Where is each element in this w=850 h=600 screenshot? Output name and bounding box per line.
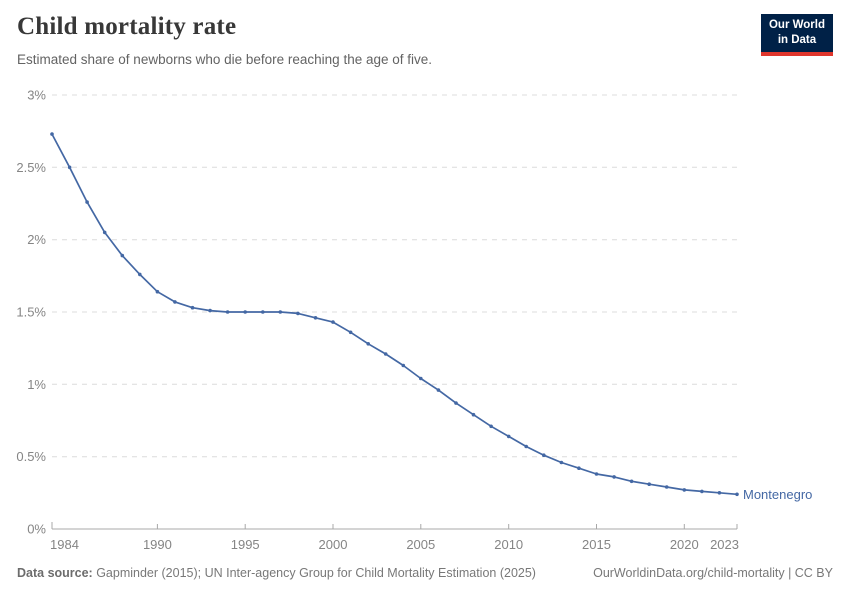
data-point[interactable]	[296, 311, 300, 316]
data-point[interactable]	[735, 492, 739, 497]
x-axis-label: 1990	[143, 537, 172, 552]
data-source-note: Data source: Gapminder (2015); UN Inter-…	[17, 566, 536, 580]
data-point[interactable]	[208, 308, 212, 313]
data-point[interactable]	[102, 230, 107, 235]
data-point[interactable]	[559, 460, 564, 465]
series-line-montenegro[interactable]	[51, 133, 738, 496]
data-point[interactable]	[717, 491, 722, 495]
y-axis-label: 3%	[27, 88, 46, 103]
entity-label-montenegro[interactable]: Montenegro	[743, 487, 812, 502]
y-axis-label: 1%	[27, 377, 46, 392]
data-point[interactable]	[700, 489, 704, 494]
data-point[interactable]	[489, 424, 493, 429]
chart-subtitle: Estimated share of newborns who die befo…	[17, 52, 432, 67]
data-point[interactable]	[542, 453, 546, 458]
owid-link[interactable]: OurWorldinData.org/child-mortality | CC …	[593, 566, 833, 580]
data-point[interactable]	[348, 330, 353, 335]
x-axis-label: 2010	[494, 537, 523, 552]
data-point[interactable]	[120, 253, 125, 258]
x-axis-label: 2023	[710, 537, 739, 552]
data-point[interactable]	[419, 376, 423, 381]
data-source-label: Data source:	[17, 566, 93, 580]
data-point[interactable]	[278, 310, 283, 314]
y-axis-label: 2.5%	[16, 160, 46, 175]
owid-logo-line1: Our World	[768, 19, 825, 31]
x-axis-label: 2015	[582, 537, 611, 552]
data-point[interactable]	[50, 132, 54, 136]
data-point[interactable]	[85, 200, 89, 204]
y-axis-label: 1.5%	[16, 305, 46, 320]
data-point[interactable]	[436, 388, 441, 392]
data-point[interactable]	[331, 320, 335, 324]
data-point[interactable]	[524, 444, 528, 449]
data-source-text: Gapminder (2015); UN Inter-agency Group …	[92, 566, 536, 580]
x-axis-label: 1984	[50, 537, 79, 552]
data-point[interactable]	[612, 475, 616, 479]
owid-logo[interactable]: Our World in Data	[760, 14, 833, 56]
data-point[interactable]	[471, 412, 476, 417]
chart-footer: Data source: Gapminder (2015); UN Inter-…	[17, 566, 833, 580]
data-point[interactable]	[454, 401, 458, 405]
x-axis-label: 2000	[319, 537, 348, 552]
data-point[interactable]	[506, 434, 511, 439]
data-point[interactable]	[243, 310, 247, 314]
data-point[interactable]	[594, 472, 599, 476]
data-point[interactable]	[261, 310, 265, 314]
data-point[interactable]	[401, 363, 406, 368]
data-point[interactable]	[67, 165, 72, 170]
page-title: Child mortality rate	[17, 13, 237, 40]
data-point[interactable]	[173, 300, 177, 304]
data-point[interactable]	[225, 310, 230, 314]
data-point[interactable]	[155, 289, 160, 294]
data-point[interactable]	[664, 485, 669, 489]
x-axis-label: 2020	[670, 537, 699, 552]
data-point[interactable]	[313, 316, 318, 320]
owid-logo-line2: in Data	[777, 33, 817, 46]
y-axis-label: 0.5%	[16, 449, 46, 464]
x-axis-label: 2005	[406, 537, 435, 552]
y-axis-label: 0%	[27, 522, 46, 537]
data-point[interactable]	[383, 352, 388, 356]
data-point[interactable]	[629, 479, 634, 484]
data-point[interactable]	[577, 466, 581, 471]
y-axis-label: 2%	[27, 232, 46, 247]
data-point[interactable]	[366, 342, 371, 346]
x-axis-label: 1995	[231, 537, 260, 552]
data-point[interactable]	[138, 272, 142, 277]
data-point[interactable]	[647, 482, 651, 487]
data-point[interactable]	[682, 488, 687, 492]
data-point[interactable]	[190, 305, 195, 310]
